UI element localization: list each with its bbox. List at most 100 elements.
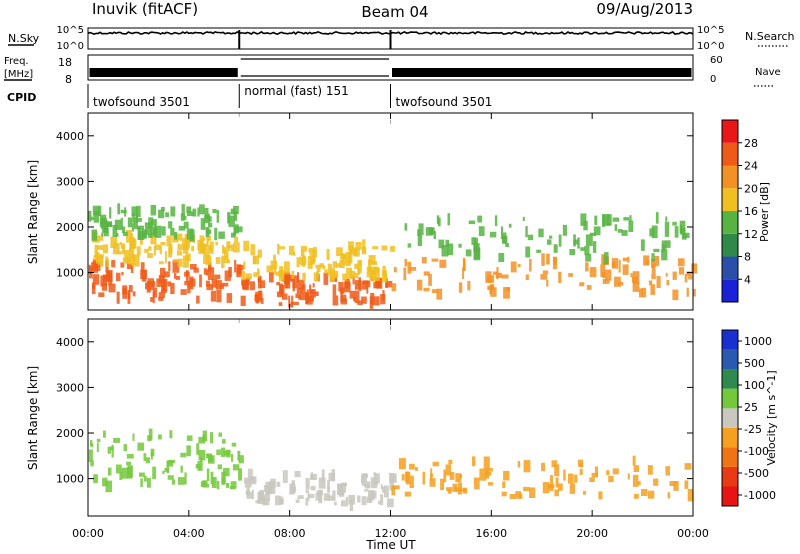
x-tick-label-6: 00:00 — [677, 527, 709, 540]
power-field-band2-cell — [183, 215, 187, 220]
vel-field-band2-cell — [673, 481, 679, 491]
power-field-band6-cell — [651, 225, 658, 239]
power-field-band2-cell — [137, 218, 142, 222]
power-field-band5-cell — [490, 287, 497, 297]
power-field-band6-cell — [665, 216, 668, 222]
power-field-band4-cell — [341, 253, 347, 266]
power-field-band3-cell — [255, 293, 263, 301]
power-field-band2-cell — [192, 208, 197, 217]
power-field-band4-cell — [245, 273, 252, 280]
power-field-band6-cell — [606, 214, 612, 226]
vel-field-band2-cell — [563, 469, 566, 481]
power-field-band0-cell — [128, 285, 133, 293]
power-field-band1-cell — [206, 245, 212, 252]
power-field-band2-cell — [104, 220, 108, 230]
power-field-band5-cell — [529, 258, 532, 272]
power-field-band0-cell — [215, 280, 222, 290]
power-field-band5-cell — [423, 287, 430, 292]
vel-field-band0-cell — [208, 455, 215, 464]
vel-field-band2-cell — [633, 465, 639, 472]
power-field-band4-cell — [355, 242, 362, 250]
vel-field-band2-cell — [641, 489, 648, 496]
vel-field-band0-cell — [96, 442, 99, 453]
power-field-band6-cell — [585, 234, 593, 247]
power-field-band0-cell — [145, 282, 148, 290]
vel-field-band1-cell — [345, 496, 348, 507]
velocity-colorbar-label: Velocity [m s^-1] — [765, 370, 778, 465]
vel-field-band1-cell — [280, 499, 284, 505]
power-field-band4-cell — [368, 255, 376, 265]
power-field-band4-cell — [366, 266, 373, 278]
power-field-band3-cell — [309, 290, 314, 302]
power-field-band6-cell — [621, 230, 628, 236]
power-field-band1-cell — [150, 232, 157, 245]
power-field-band2-cell — [106, 222, 113, 227]
vel-field-band2-cell — [398, 458, 406, 470]
vel-field-band0-cell — [202, 483, 209, 488]
power-field-band2-cell — [99, 214, 107, 227]
power-field-band3-cell — [354, 290, 360, 304]
vel-field-band0-cell — [232, 464, 240, 471]
power-field-band5-cell — [677, 258, 685, 267]
power-field-band0-cell — [127, 294, 131, 299]
vel-field-band1-cell — [364, 484, 370, 488]
power-field-band5-cell — [585, 262, 589, 272]
power-field-band5-cell — [428, 274, 432, 286]
vel-field-band0-cell — [202, 480, 208, 486]
vel-colorbar-swatch-8 — [722, 330, 738, 350]
power-field-band5-cell — [458, 282, 463, 293]
power-field-band5-cell — [601, 254, 606, 265]
power-field-band5-cell — [517, 264, 521, 267]
power-field-band1-cell — [105, 256, 109, 261]
power-field-band5-cell — [627, 256, 630, 263]
vel-field-band0-cell — [132, 433, 135, 441]
power-field-band5-cell — [492, 271, 498, 275]
power-field-band0-cell — [96, 261, 101, 271]
power-field-band4-cell — [316, 270, 320, 277]
power-field-band5-cell — [692, 288, 696, 297]
power-field-band6-cell — [562, 224, 567, 236]
power-field-band0-cell — [175, 276, 180, 280]
power-field-band2-cell — [104, 228, 109, 237]
power-field-band2-cell — [218, 231, 225, 239]
vel-field-band1-cell — [380, 494, 384, 505]
power-field-band3-cell — [354, 280, 362, 290]
power-field-band0-cell — [208, 262, 212, 272]
vel-field-band1-cell — [243, 477, 250, 484]
power-field-band3-cell — [288, 295, 291, 308]
power-field-band5-cell — [568, 273, 573, 277]
power-field-band4-cell — [336, 247, 343, 257]
power-field-band4-cell — [309, 251, 312, 256]
vel-field-band0-cell — [121, 467, 128, 479]
power-field-band2-cell — [205, 227, 208, 238]
power-field-band0-cell — [207, 267, 215, 280]
power-field-band4-cell — [353, 272, 359, 279]
vel-field-band2-cell — [449, 471, 455, 480]
power-field-band2-cell — [207, 227, 210, 237]
vel-field-band2-cell — [653, 478, 659, 486]
power-field-band0-cell — [236, 267, 243, 275]
power-field-band1-cell — [182, 255, 189, 268]
power-field-band2-cell — [131, 206, 138, 217]
power-field-band5-cell — [686, 271, 692, 276]
power-colorbar-tick-label-4: 20 — [744, 182, 758, 195]
power-field-band4-cell — [313, 272, 319, 282]
vel-colorbar-tick-label-0: 1000 — [744, 335, 772, 348]
vel-field-band1-cell — [249, 476, 257, 485]
vel-field-band0-cell — [148, 428, 153, 440]
vel-field-band1-cell — [369, 492, 373, 503]
vel-field-band1-cell — [290, 486, 297, 493]
power-field-band5-cell — [586, 285, 592, 290]
power-field-band4-cell — [381, 245, 388, 251]
power-field-band1-cell — [166, 235, 172, 247]
power-field-band3-cell — [373, 296, 380, 306]
power-field-band1-cell — [191, 245, 195, 252]
power-field-band6-cell — [640, 239, 645, 251]
vel-field-band2-cell — [515, 491, 522, 499]
vel-field-band0-cell — [96, 438, 101, 443]
power-field-band0-cell — [224, 270, 231, 281]
vel-colorbar-swatch-4 — [722, 408, 738, 428]
vel-field-band2-cell — [409, 463, 415, 470]
power-field-band3-cell — [353, 296, 357, 302]
power-field-band0-cell — [168, 261, 171, 272]
